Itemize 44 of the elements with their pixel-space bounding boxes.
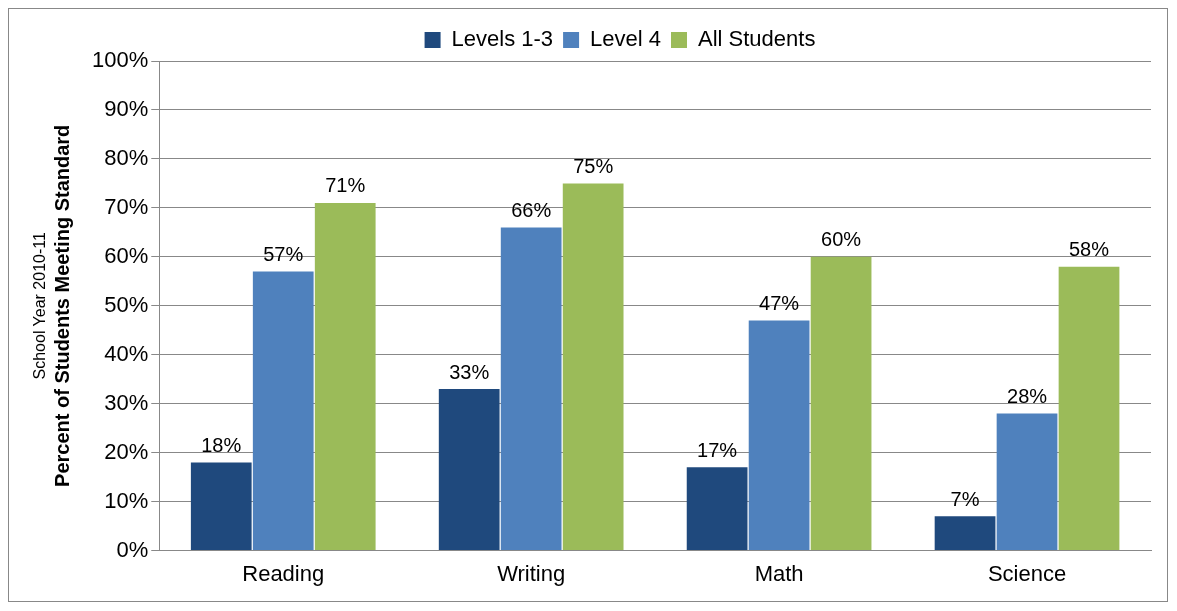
legend-label: Levels 1-3 (451, 26, 554, 52)
y-tick-label: 40% (104, 340, 149, 366)
bar (996, 413, 1058, 551)
y-tick-label: 20% (104, 438, 149, 464)
bar (562, 183, 624, 551)
data-label: 17% (697, 438, 738, 461)
y-tick-label: 100% (91, 47, 149, 73)
bar (190, 462, 252, 551)
bar (686, 467, 748, 551)
data-label: 57% (263, 243, 304, 266)
text: School Year 2010-11 (31, 232, 49, 380)
y-tick-label: 50% (104, 291, 149, 317)
bar (1058, 266, 1120, 551)
y-axis-title: Percent of Students Meeting Standard (50, 124, 73, 487)
y-tick-label: 60% (104, 242, 149, 268)
bar (314, 202, 376, 551)
x-tick-label: Science (987, 560, 1067, 586)
x-tick-label: Writing (497, 560, 566, 586)
legend-label: All Students (698, 26, 816, 52)
bar (810, 256, 872, 551)
bar (500, 227, 562, 551)
data-label: 75% (573, 154, 614, 177)
data-label: 60% (821, 228, 862, 251)
bar (252, 271, 314, 551)
bar (934, 516, 996, 551)
y-tick-label: 30% (104, 389, 149, 415)
data-label: 28% (1007, 385, 1048, 408)
bar (748, 320, 810, 551)
data-label: 58% (1069, 238, 1110, 261)
y-tick-label: 90% (104, 96, 149, 122)
data-label: 71% (325, 174, 366, 197)
y-tick-label: 0% (116, 536, 149, 562)
data-label: 18% (201, 433, 242, 456)
data-label: 66% (511, 198, 552, 221)
legend-label: Level 4 (590, 26, 662, 52)
data-label: 47% (759, 292, 800, 314)
y-tick-label: 70% (104, 193, 149, 219)
y-tick-label: 10% (104, 487, 149, 513)
y-tick-label: 80% (104, 144, 149, 170)
bar (438, 389, 500, 551)
data-label: 7% (950, 487, 980, 510)
data-label: 33% (449, 360, 490, 383)
x-tick-label: Reading (242, 560, 325, 586)
x-tick-label: Math (754, 560, 804, 586)
